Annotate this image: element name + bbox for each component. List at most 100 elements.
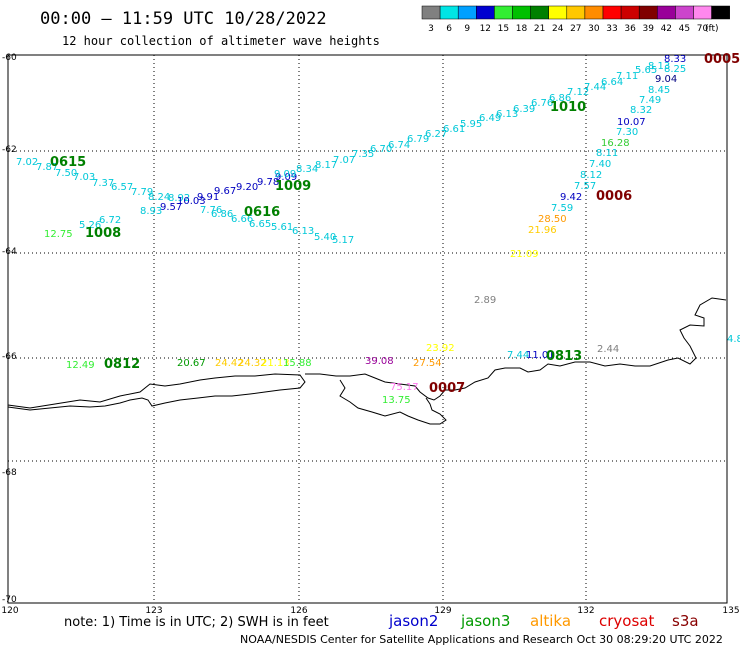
legend-label: 21 [534, 24, 545, 34]
wave-height-value: 24.32 [238, 358, 267, 369]
wave-height-value: 5.17 [332, 235, 354, 246]
wave-height-value: 21.09 [510, 249, 539, 260]
wave-height-value: 7.12 [567, 87, 589, 98]
legend-swatch [512, 5, 531, 20]
wave-height-value: 7.02 [16, 157, 38, 168]
wave-height-value: 7.35 [352, 149, 374, 160]
wave-height-value: 9.78 [257, 177, 279, 188]
wave-height-value: 5.65 [635, 65, 657, 76]
legend-swatch [476, 5, 495, 20]
wave-height-value: 8.45 [648, 85, 670, 96]
wave-height-value: 10.07 [617, 117, 646, 128]
legend-swatch [638, 5, 658, 20]
legend-swatch [457, 5, 477, 20]
wave-height-value: 6.76 [531, 98, 553, 109]
legend-label: 12 [480, 24, 491, 34]
legend-swatch [566, 5, 586, 20]
wave-height-value: 13.75 [382, 395, 411, 406]
wave-height-value: 7.37 [92, 178, 114, 189]
wave-height-value: 24.42 [215, 358, 244, 369]
latitude-tick-label: -68 [2, 468, 17, 478]
wave-height-value: 5.40 [314, 232, 336, 243]
wave-height-value: 5.95 [460, 119, 482, 130]
legend-label: 70 [697, 24, 709, 34]
wave-height-value: 6.27 [425, 129, 447, 140]
wave-height-value: 6.64 [601, 77, 623, 88]
wave-height-value: 8.33 [664, 54, 686, 65]
wave-height-value: 8.11 [596, 148, 618, 159]
wave-height-value: 7.30 [616, 127, 638, 138]
pass-time-label: 1010 [550, 100, 586, 115]
wave-height-value: 8.25 [664, 64, 686, 75]
wave-height-value: 2.44 [597, 344, 619, 355]
wave-height-value: 6.13 [292, 226, 314, 237]
wave-height-value: 8.32 [630, 105, 652, 116]
wave-height-value: 6.57 [111, 182, 133, 193]
wave-height-value: 6.66 [231, 214, 253, 225]
wave-height-value: 27.54 [413, 358, 442, 369]
satellite-name: jason2 [388, 612, 438, 630]
wave-height-value: 23.92 [426, 343, 455, 354]
legend-units: (ft) [705, 24, 719, 34]
pass-time-label: 0005 [704, 52, 740, 67]
wave-height-value: 10.03 [177, 196, 206, 207]
wave-height-value: 12.75 [44, 229, 73, 240]
wave-height-value: 7.57 [574, 181, 596, 192]
pass-time-label: 0007 [429, 381, 465, 396]
map-frame [7, 54, 728, 604]
legend-swatch [421, 5, 441, 20]
latitude-tick-label: -64 [2, 247, 17, 257]
wave-height-value: 4.8 [727, 334, 740, 345]
legend-swatch [675, 5, 694, 20]
wave-height-value: 7.59 [551, 203, 573, 214]
wave-height-value: 6.70 [370, 144, 392, 155]
wave-height-value: 9.04 [655, 74, 677, 85]
footer-credit: NOAA/NESDIS Center for Satellite Applica… [240, 633, 723, 646]
wave-height-value: 6.13 [496, 109, 518, 120]
wave-height-value: 9.67 [214, 186, 236, 197]
pass-time-label: 0813 [546, 349, 582, 364]
satellite-name: cryosat [599, 612, 654, 630]
pass-time-label: 0616 [244, 205, 280, 220]
wave-height-value: 6.74 [388, 140, 410, 151]
latitude-ticks: -60 -62 -64 -66 -68 -70 [2, 53, 17, 605]
legend-label: 45 [679, 24, 690, 34]
wave-height-value: 8.93 [140, 206, 162, 217]
longitude-tick-label: 132 [577, 606, 594, 616]
satellite-name: altika [530, 612, 571, 630]
graticule [8, 55, 727, 603]
legend-label: 27 [570, 24, 581, 34]
legend-label: 9 [464, 24, 470, 34]
legend-swatch [602, 5, 622, 20]
wave-height-value: 8.34 [296, 164, 318, 175]
pass-time-label: 1009 [275, 179, 311, 194]
satellite-name: s3a [672, 612, 699, 630]
wave-height-value: 9.57 [160, 202, 182, 213]
legend-swatch [548, 5, 568, 20]
longitude-ticks: 120 123 126 129 132 135 [1, 606, 739, 616]
legend-swatch [693, 5, 712, 20]
wave-height-value: 7.76 [200, 205, 222, 216]
legend-label: 18 [516, 24, 528, 34]
wave-height-value: 39.08 [365, 356, 394, 367]
wave-height-value: 9.42 [560, 192, 582, 203]
wave-height-value: 6.61 [443, 124, 465, 135]
wave-height-value: 5.61 [271, 222, 293, 233]
wave-height-value: 8.17 [315, 160, 337, 171]
legend-swatch [494, 5, 513, 20]
wave-height-value: 7.03 [73, 172, 95, 183]
legend-swatch [530, 5, 549, 20]
wave-height-value: 9.09 [275, 172, 297, 183]
legend-swatch [439, 5, 459, 20]
footer-note: note: 1) Time is in UTC; 2) SWH is in fe… [64, 615, 329, 630]
wave-height-value: 7.87 [36, 162, 58, 173]
wave-height-value: 8.12 [580, 170, 602, 181]
wave-height-value: 9.91 [197, 192, 219, 203]
map-title: 00:00 – 11:59 UTC 10/28/2022 [40, 9, 327, 29]
wave-height-value: 6.39 [513, 104, 535, 115]
legend-swatch [711, 5, 730, 20]
longitude-tick-label: 123 [145, 606, 162, 616]
wave-height-value: 7.79 [131, 187, 153, 198]
wave-height-value: 7.11 [616, 71, 638, 82]
